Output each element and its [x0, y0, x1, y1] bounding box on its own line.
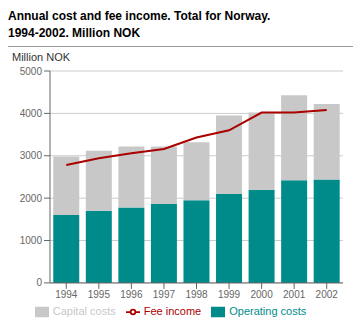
html-text:Annual cost and fee income. To: Annual cost and fee income. Total for No… — [8, 9, 271, 23]
svg-text:0: 0 — [36, 277, 42, 288]
svg-text:2000: 2000 — [20, 193, 43, 204]
html-text:Operating costs: Operating costs — [229, 304, 307, 317]
svg-text:1994: 1994 — [55, 289, 78, 300]
svg-text:1995: 1995 — [88, 289, 111, 300]
html-text:1994-2002. Million NOK: 1994-2002. Million NOK — [8, 26, 140, 40]
html-text:Million NOK: Million NOK — [12, 51, 71, 63]
html-text:Fee income: Fee income — [143, 304, 202, 317]
svg-text:4000: 4000 — [20, 108, 43, 119]
svg-text:1999: 1999 — [218, 289, 241, 300]
svg-text:1000: 1000 — [20, 235, 43, 246]
svg-text:2001: 2001 — [283, 289, 306, 300]
svg-text:2000: 2000 — [250, 289, 273, 300]
svg-text:1996: 1996 — [120, 289, 143, 300]
svg-text:1998: 1998 — [185, 289, 208, 300]
svg-text:2002: 2002 — [316, 289, 339, 300]
svg-text:5000: 5000 — [20, 66, 43, 77]
svg-text:3000: 3000 — [20, 150, 43, 161]
svg-text:1997: 1997 — [153, 289, 176, 300]
html-text:Capital costs: Capital costs — [52, 304, 116, 317]
